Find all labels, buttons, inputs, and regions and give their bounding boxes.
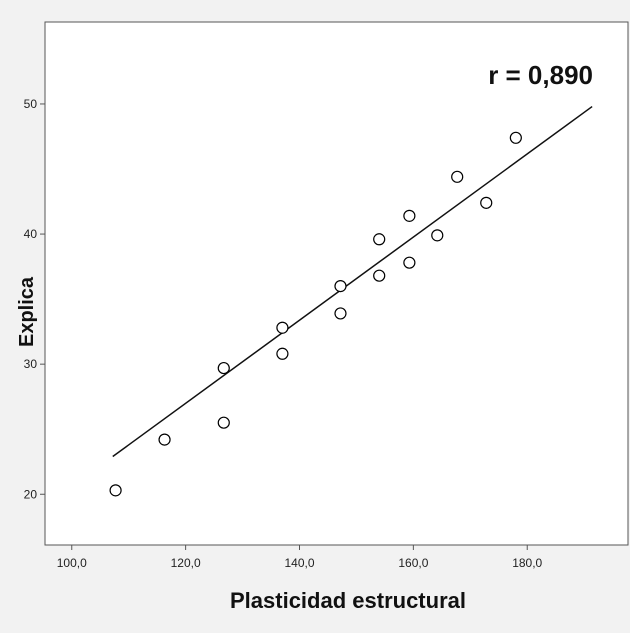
point <box>276 347 289 360</box>
y-tick-label: 20 <box>24 487 38 501</box>
point <box>158 433 171 446</box>
point <box>431 229 444 242</box>
point <box>276 321 289 334</box>
point <box>403 256 416 269</box>
point <box>373 269 386 282</box>
y-axis-label: Explica <box>16 276 38 347</box>
x-tick-label: 140,0 <box>284 556 314 570</box>
point <box>373 233 386 246</box>
point <box>451 170 464 183</box>
point <box>403 209 416 222</box>
point <box>480 196 493 209</box>
trend-line <box>112 105 593 458</box>
point <box>217 361 230 375</box>
point <box>509 131 522 144</box>
annotation: r = 0,890 <box>488 60 593 90</box>
x-tick-label: 160,0 <box>398 556 428 570</box>
point <box>334 307 347 320</box>
point <box>334 280 347 293</box>
x-tick-label: 180,0 <box>512 556 542 570</box>
point <box>217 416 230 429</box>
y-tick-label: 30 <box>24 357 38 371</box>
point <box>109 484 122 497</box>
x-tick-label: 120,0 <box>171 556 201 570</box>
x-axis-label: Plasticidad estructural <box>230 588 466 613</box>
y-tick-label: 40 <box>24 227 38 241</box>
y-tick-label: 50 <box>24 97 38 111</box>
x-tick-label: 100,0 <box>57 556 87 570</box>
